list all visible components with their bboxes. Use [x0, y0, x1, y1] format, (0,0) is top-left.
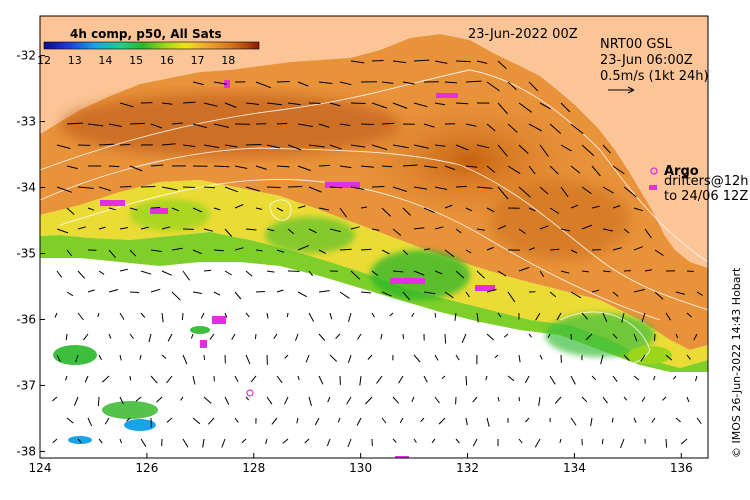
y-tick-label: -34: [16, 181, 36, 195]
x-tick-label: 124: [29, 461, 52, 475]
colorbar-tick-label: 13: [68, 54, 82, 67]
drifters-legend-line1: drifters@12h: [664, 174, 749, 189]
current-vector: [382, 166, 392, 167]
current-vector: [435, 313, 436, 318]
current-vector: [120, 186, 131, 187]
x-tick-label: 128: [242, 461, 265, 475]
current-vector: [204, 355, 205, 360]
current-vector: [372, 187, 384, 188]
colorbar-tick-label: 12: [37, 54, 51, 67]
current-vector: [120, 144, 130, 145]
x-tick-label: 134: [563, 461, 586, 475]
velocity-scale-label: 0.5m/s (1kt 24h): [600, 69, 709, 84]
colorbar-tick-label: 18: [221, 54, 235, 67]
sst-patch-d: [68, 436, 92, 444]
sst-green-patch-1: [370, 250, 470, 300]
current-vector: [98, 397, 99, 406]
x-tick-label: 130: [349, 461, 372, 475]
sst-patch-a: [53, 345, 97, 365]
current-vector: [288, 187, 302, 188]
current-vector: [256, 292, 265, 293]
current-vector: [246, 144, 261, 145]
current-vector: [267, 187, 281, 188]
sst-green-patch-2: [265, 217, 355, 253]
colorbar-gradient: [44, 42, 259, 49]
current-vector: [277, 82, 290, 83]
current-vector: [372, 61, 384, 62]
current-vector: [340, 249, 352, 250]
y-tick-label: -32: [16, 49, 36, 63]
current-vector: [151, 208, 160, 209]
credit-label: © IMOS 26-Jun-2022 14:43 Hobart: [730, 267, 743, 458]
colorbar-title: 4h comp, p50, All Sats: [70, 27, 222, 41]
current-vector: [319, 165, 330, 166]
x-tick-label: 126: [135, 461, 158, 475]
x-tick-label: 136: [670, 461, 693, 475]
y-tick-label: -33: [16, 115, 36, 129]
current-vector: [130, 376, 131, 380]
current-vector: [466, 376, 467, 386]
x-tick-label: 132: [456, 461, 479, 475]
y-tick-label: -35: [16, 246, 36, 260]
y-tick-label: -37: [16, 378, 36, 392]
y-tick-label: -36: [16, 312, 36, 326]
y-tick-label: -38: [16, 444, 36, 458]
colorbar-tick-label: 14: [98, 54, 112, 67]
product-label: NRT00 GSL: [600, 37, 673, 52]
colorbar-tick-label: 17: [191, 54, 205, 67]
current-vector: [182, 313, 183, 320]
current-vector: [183, 187, 195, 188]
sst-patch-e: [190, 326, 210, 334]
current-vector: [351, 103, 366, 104]
current-vector: [130, 292, 139, 293]
current-vector: [687, 271, 694, 272]
current-vector: [277, 123, 287, 124]
current-vector: [361, 124, 374, 125]
colorbar-tick-label: 15: [129, 54, 143, 67]
current-vector: [255, 334, 256, 339]
product-time: 23-Jun 06:00Z: [600, 53, 693, 68]
drifters-legend-line2: to 24/06 12Z: [664, 189, 748, 204]
current-vector: [456, 186, 467, 187]
current-vector: [204, 187, 215, 188]
current-vector: [361, 249, 371, 250]
colorbar-tick-label: 16: [160, 54, 174, 67]
current-vector: [612, 418, 613, 422]
current-vector: [456, 61, 471, 62]
current-vector: [519, 397, 520, 401]
sst-patch-b: [102, 401, 158, 419]
current-vector: [109, 166, 119, 167]
current-vector: [403, 334, 404, 339]
current-vector: [204, 270, 211, 271]
current-vector: [141, 187, 155, 188]
current-vector: [666, 439, 667, 448]
current-vector: [602, 439, 603, 444]
current-vector: [655, 334, 656, 341]
current-vector: [445, 334, 446, 344]
current-vector: [287, 313, 288, 317]
sst-green-patch-3: [130, 199, 210, 231]
drifter-legend-icon: [649, 185, 657, 190]
date-label: 23-Jun-2022 00Z: [468, 27, 578, 42]
current-vector: [130, 123, 145, 124]
